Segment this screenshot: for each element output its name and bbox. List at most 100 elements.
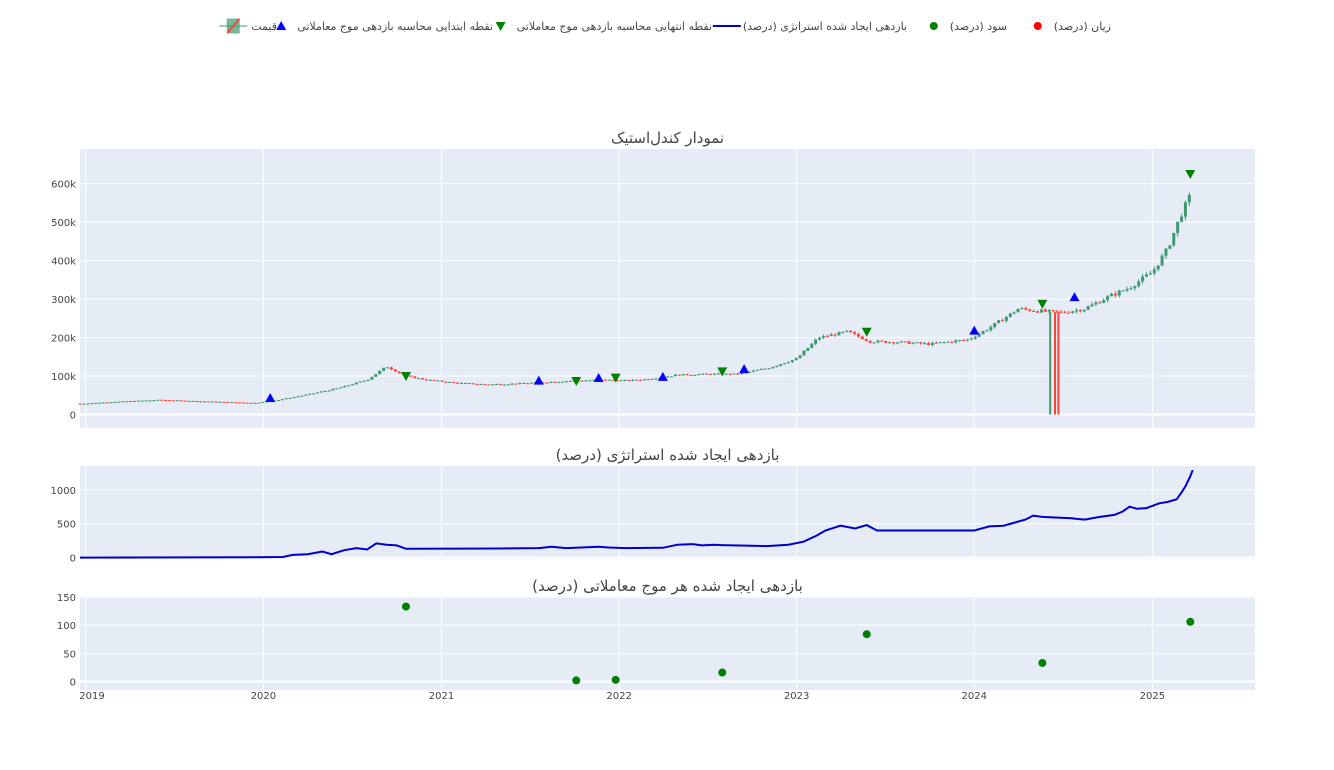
candle-body [561, 381, 565, 383]
candle-body [339, 387, 343, 389]
candle-body [288, 397, 292, 399]
candle-body [623, 380, 627, 382]
x-tick-label: 2019 [79, 691, 104, 702]
candle-body [880, 340, 884, 342]
legend-label: نقطه انتهایی محاسبه بازدهی موج معاملاتی [517, 20, 712, 33]
y-tick-label: 100 [57, 621, 76, 632]
candle-body [510, 383, 514, 385]
candle-body [701, 373, 705, 375]
legend-item[interactable]: بازدهی ایجاد شده استراتژی (درصد) [712, 20, 907, 33]
strategy-return-panel[interactable]: 0 500 1000 بازدهی ایجاد شده استراتژی (درصد) [51, 446, 1255, 565]
candle-body [393, 369, 397, 372]
candle-body [518, 382, 522, 385]
legend-item[interactable]: نقطه ابتدایی محاسبه بازدهی موج معاملاتی [276, 20, 493, 33]
candle-body [304, 394, 308, 396]
candle-body [1028, 309, 1032, 311]
candle-body [487, 384, 491, 386]
candle-body [802, 350, 806, 356]
candle-body [1121, 290, 1125, 292]
candle-body [876, 340, 880, 343]
candle-body [113, 401, 117, 403]
candle-body [997, 320, 1001, 324]
candle-body [821, 335, 825, 338]
candle-body [261, 401, 265, 403]
candle-body [347, 385, 351, 387]
candle-body [705, 373, 709, 375]
candle-body [374, 374, 378, 377]
candle-body [234, 402, 238, 404]
candle-body [950, 341, 954, 343]
candle-body [911, 342, 915, 344]
candle-body [759, 369, 763, 371]
legend[interactable]: زیان (درصد) سود (درصد) بازدهی ایجاد شده اس… [219, 18, 1111, 34]
candle-body [763, 368, 767, 370]
legend-item[interactable]: زیان (درصد) [1033, 20, 1111, 33]
candle-body [541, 382, 545, 384]
candle-body [206, 401, 210, 403]
candle-body [249, 402, 253, 404]
y-tick-label: 50 [63, 649, 76, 660]
candle-body [164, 399, 168, 401]
candle-body [1090, 304, 1094, 307]
y-tick-label: 0 [70, 411, 76, 422]
candle-body [409, 375, 413, 377]
wave-return-panel[interactable]: 0 50 100 150 بازدهی ایجاد شده هر موج معاملات… [57, 577, 1255, 690]
entry-marker [533, 375, 544, 385]
candle-body [1145, 274, 1149, 277]
legend-item[interactable]: نقطه انتهایی محاسبه بازدهی موج معاملاتی [495, 20, 712, 33]
candle-body [767, 368, 771, 370]
candle-body [1051, 310, 1055, 312]
candle-body [627, 380, 631, 382]
candle-body [584, 380, 588, 382]
candle-body [245, 402, 249, 404]
candle-body [985, 330, 989, 332]
candle-body [872, 342, 876, 344]
candle-body [1067, 312, 1071, 314]
candle-body [712, 373, 716, 375]
candle-body [140, 400, 144, 402]
candle-body [1183, 202, 1187, 217]
candle-body [97, 402, 101, 404]
candle-body [121, 401, 125, 403]
candle-body [631, 379, 635, 381]
candlestick-panel[interactable]: 0 100k 200k 300k 400k 500k 600k نمودار کندل‌است… [51, 129, 1255, 428]
exit-marker [717, 367, 728, 377]
candle-body [315, 392, 319, 394]
candle-body [1176, 221, 1180, 233]
candle-body [1004, 316, 1008, 321]
candle-body [1032, 310, 1036, 312]
candle-body [526, 383, 530, 385]
candle-body [930, 342, 934, 346]
legend-item[interactable]: سود (درصد) [929, 20, 1007, 33]
candle-body [199, 401, 203, 403]
candle-body [740, 372, 744, 375]
entry-marker [265, 392, 276, 402]
candle-body [580, 380, 584, 382]
candle-body [506, 384, 510, 386]
plot-background [80, 149, 1255, 428]
legend-item[interactable]: قیمت [219, 18, 277, 34]
exit-marker [1037, 299, 1048, 309]
x-tick-label: 2025 [1140, 691, 1165, 702]
candle-body [755, 369, 759, 371]
candle-body [1187, 194, 1191, 203]
profit-point [1186, 617, 1195, 626]
profit-point [611, 675, 620, 684]
candle-body [1180, 216, 1184, 222]
candle-body [1082, 309, 1086, 312]
candle-body [82, 403, 86, 405]
legend-label: نقطه ابتدایی محاسبه بازدهی موج معاملاتی [297, 20, 493, 33]
candle-body [1074, 310, 1078, 312]
candle-body [327, 390, 331, 392]
candle-body [650, 379, 654, 381]
candle-body [899, 341, 903, 343]
triangle-down-icon [495, 22, 506, 31]
plot-background [80, 466, 1255, 559]
candle-body [545, 382, 549, 384]
y-tick-label: 300k [51, 295, 76, 306]
candle-body [160, 399, 164, 401]
candle-body [238, 402, 242, 404]
candle-body [280, 399, 284, 401]
candle-body [592, 379, 596, 381]
